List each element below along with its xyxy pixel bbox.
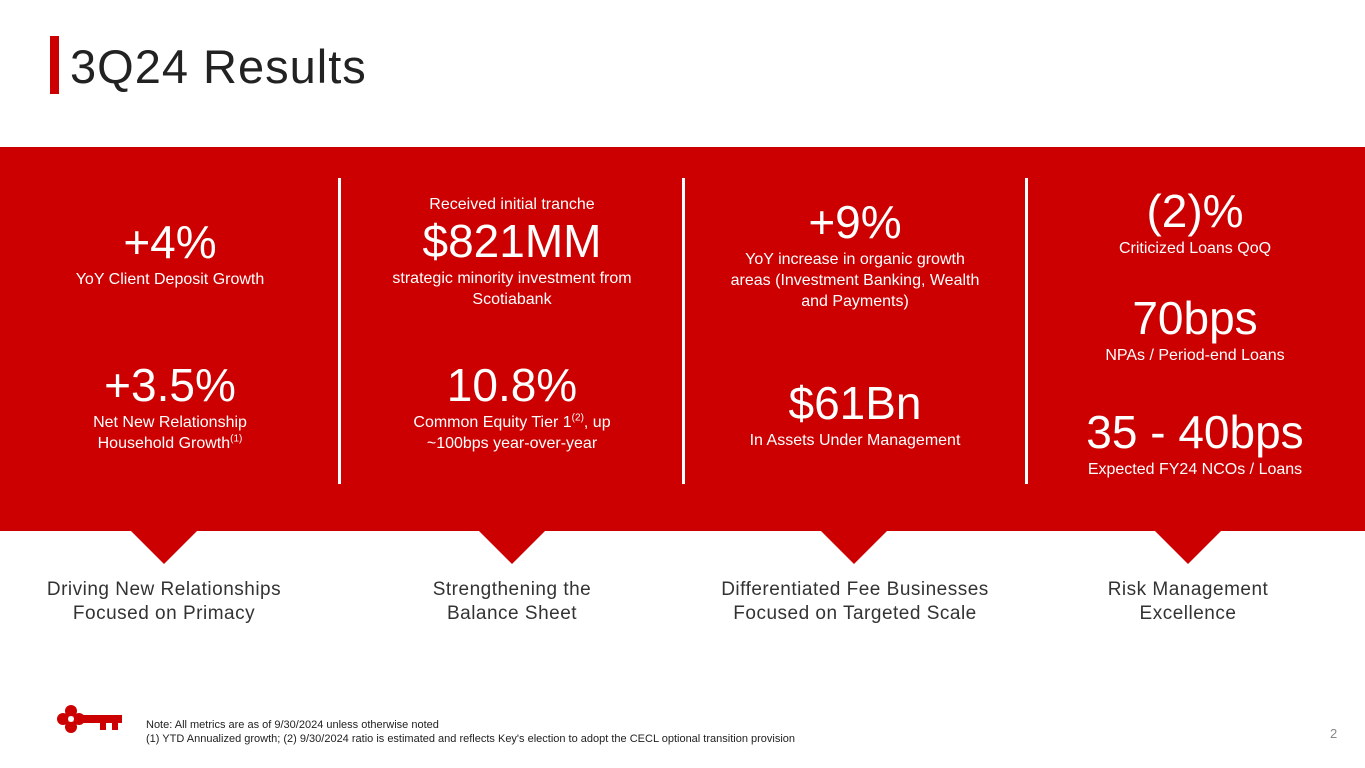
metric-value: 35 - 40bps [1086,406,1304,458]
metric-value: $821MM [422,215,602,267]
metric-value: +9% [808,196,902,248]
theme-fee-businesses: Differentiated Fee Businesses Focused on… [721,579,989,624]
footnote-marker: (2) [571,412,584,424]
column-divider [682,178,685,484]
metric-value: 10.8% [446,359,578,411]
metric-organic-growth: +9% YoY increase in organic growth areas… [684,197,1026,312]
metric-label: NPAs / Period-end Loans [1105,347,1285,364]
footnote-marker: (1) [230,433,243,445]
metric-value: (2)% [1146,185,1244,237]
pointer-notch [820,530,888,564]
metric-value: +3.5% [104,359,236,411]
metric-label: Common Equity Tier 1(2), up [413,412,611,431]
column-divider [338,178,341,484]
metric-label: YoY increase in organic growth [745,251,965,268]
metric-value: +4% [123,216,217,268]
theme-driving-relationships: Driving New Relationships Focused on Pri… [46,579,282,624]
metric-label-line2: areas (Investment Banking, Wealth [730,272,980,289]
footnote: Note: All metrics are as of 9/30/2024 un… [146,719,796,745]
metric-cet1-ratio: 10.8% Common Equity Tier 1(2), up ~100bp… [340,360,684,454]
metric-household-growth: +3.5% Net New Relationship Household Gro… [0,360,340,454]
metric-value: 70bps [1132,292,1258,344]
metric-value: $61Bn [788,377,922,429]
metric-label-line2: ~100bps year-over-year [426,435,598,452]
metric-label: strategic minority investment from [392,270,632,287]
column-divider [1025,178,1028,484]
key-logo-icon [56,704,124,739]
theme-risk-management: Risk Management Excellence [1107,579,1269,624]
metric-label: YoY Client Deposit Growth [75,271,265,288]
page-number: 2 [1330,726,1338,741]
metric-label-line2: Household Growth(1) [97,433,243,452]
metric-label-line3: and Payments) [801,293,909,310]
page-title: 3Q24 Results [70,40,367,93]
theme-balance-sheet: Strengthening the Balance Sheet [432,579,592,624]
pointer-notch [130,530,198,564]
metric-expected-ncos: 35 - 40bps Expected FY24 NCOs / Loans [1028,407,1362,480]
metric-assets-under-management: $61Bn In Assets Under Management [684,378,1026,451]
metric-client-deposit-growth: +4% YoY Client Deposit Growth [0,217,340,290]
metric-label: Net New Relationship [93,414,247,431]
title-accent-bar [50,36,59,94]
metric-label: Expected FY24 NCOs / Loans [1087,461,1303,478]
pointer-notch [478,530,546,564]
pointer-notch [1154,530,1222,564]
metric-label-line2: Scotiabank [472,291,552,308]
metric-label: Criticized Loans QoQ [1118,240,1272,257]
metric-label: In Assets Under Management [749,432,961,449]
metric-criticized-loans: (2)% Criticized Loans QoQ [1028,186,1362,259]
metric-scotiabank-investment: Received initial tranche $821MM strategi… [340,194,684,310]
metric-prelabel: Received initial tranche [429,196,595,213]
metric-npas: 70bps NPAs / Period-end Loans [1028,293,1362,366]
